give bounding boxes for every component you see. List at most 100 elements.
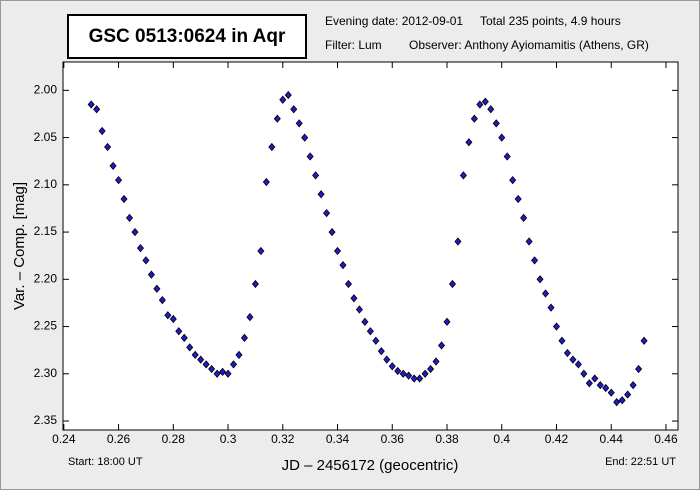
x-tick-label: 0.26: [107, 432, 131, 446]
y-tick-label: 2.30: [34, 366, 58, 380]
data-point: [498, 133, 506, 142]
data-point: [355, 305, 363, 314]
data-point: [580, 369, 588, 378]
data-point: [514, 194, 522, 204]
data-point: [585, 379, 593, 388]
x-tick-label: 0.46: [654, 432, 678, 446]
data-point: [323, 209, 331, 218]
info-text: Total 235 points, 4.9 hours: [480, 14, 621, 28]
x-tick-label: 0.28: [162, 432, 186, 446]
data-point: [558, 336, 566, 345]
data-point: [531, 256, 539, 265]
data-point: [574, 360, 582, 369]
data-point: [602, 383, 610, 393]
plot-area: [62, 61, 679, 431]
data-point: [481, 97, 489, 106]
data-point: [607, 388, 615, 397]
info-text: Evening date: 2012-09-01: [325, 14, 463, 28]
data-point: [290, 105, 298, 114]
data-point: [224, 369, 232, 378]
data-point: [421, 369, 429, 378]
x-tick-label: 0.44: [600, 432, 624, 446]
y-tick-label: 2.00: [34, 83, 58, 97]
data-point: [164, 311, 172, 320]
x-axis-label: JD – 2456172 (geocentric): [282, 457, 459, 474]
data-point: [520, 213, 528, 223]
data-point: [624, 390, 632, 399]
data-point: [284, 90, 292, 100]
data-point: [476, 100, 484, 109]
data-point: [487, 105, 495, 114]
data-point: [437, 341, 446, 350]
data-point: [333, 246, 342, 256]
data-point: [525, 237, 533, 246]
x-tick-label: 0.34: [326, 432, 350, 446]
data-point: [563, 348, 571, 358]
y-tick-label: 2.25: [34, 319, 58, 333]
data-point: [295, 119, 303, 128]
data-point: [180, 333, 188, 342]
y-tick-label: 2.35: [34, 413, 58, 427]
y-tick-label: 2.05: [34, 130, 58, 144]
data-point: [93, 105, 101, 114]
data-point: [109, 161, 117, 171]
data-point: [257, 246, 265, 256]
data-point: [125, 213, 134, 223]
data-point: [120, 194, 128, 204]
data-point: [366, 327, 374, 336]
data-point: [175, 327, 183, 336]
x-tick-label: 0.32: [271, 432, 295, 446]
x-tick-label: 0.38: [435, 432, 459, 446]
end-label: End: 22:51 UT: [605, 456, 676, 468]
x-tick-label: 0.24: [52, 432, 76, 446]
data-point: [547, 303, 555, 312]
info-text: Observer: Anthony Ayiomamitis (Athens, G…: [409, 38, 649, 52]
data-point: [208, 364, 216, 374]
data-point: [388, 362, 396, 371]
data-point: [629, 381, 637, 390]
data-point: [197, 355, 205, 364]
data-point: [465, 138, 473, 147]
data-point: [158, 295, 166, 305]
data-point: [503, 152, 511, 161]
y-tick-label: 2.15: [34, 224, 58, 238]
data-point: [87, 100, 95, 109]
data-point: [312, 171, 320, 180]
data-point: [344, 279, 352, 289]
data-point: [317, 190, 325, 199]
data-point: [240, 333, 248, 342]
data-point: [115, 175, 123, 185]
data-point: [542, 289, 550, 298]
data-point: [405, 371, 413, 380]
data-point: [246, 312, 254, 322]
data-point: [191, 350, 199, 360]
data-point: [98, 126, 106, 136]
x-tick-label: 0.4: [493, 432, 510, 446]
x-tick-label: 0.3: [220, 432, 237, 446]
y-tick-label: 2.20: [34, 271, 58, 285]
data-point: [470, 114, 478, 123]
title-box: [67, 14, 307, 59]
data-point: [618, 396, 626, 405]
data-point: [301, 133, 309, 142]
data-point: [448, 279, 456, 289]
data-point: [306, 152, 314, 161]
data-point: [229, 360, 238, 369]
data-point: [635, 364, 643, 374]
data-point: [213, 369, 221, 378]
data-point: [613, 398, 621, 407]
data-point: [536, 275, 544, 284]
data-point: [262, 177, 270, 187]
data-point: [399, 369, 407, 378]
data-point: [273, 114, 281, 123]
data-point: [153, 284, 161, 293]
data-point: [136, 244, 144, 253]
data-point: [432, 357, 440, 366]
x-tick-label: 0.36: [381, 432, 405, 446]
data-point: [410, 374, 418, 383]
data-point: [251, 279, 259, 289]
data-point: [509, 175, 517, 185]
data-point: [459, 171, 467, 180]
data-point: [361, 317, 369, 326]
